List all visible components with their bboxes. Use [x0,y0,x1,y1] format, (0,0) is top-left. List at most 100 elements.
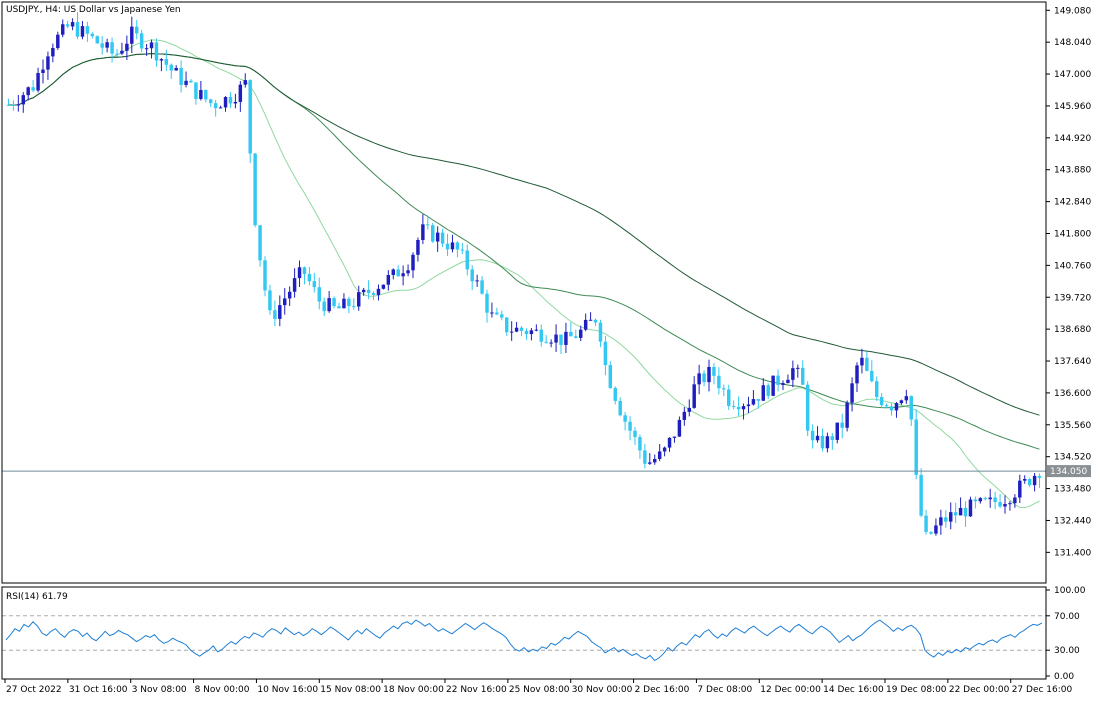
candle-body[interactable] [421,224,425,240]
candle-body[interactable] [638,437,642,451]
candle-body[interactable] [179,67,183,85]
candle-body[interactable] [934,525,938,534]
candle-body[interactable] [505,317,509,333]
candle-body[interactable] [623,415,627,422]
candle-body[interactable] [386,274,391,285]
candle-body[interactable] [347,298,351,307]
candle-body[interactable] [801,367,805,385]
candle-body[interactable] [598,322,603,342]
candle-body[interactable] [322,301,326,312]
candle-body[interactable] [416,239,420,255]
candle-body[interactable] [761,385,765,401]
candle-body[interactable] [440,232,445,244]
candle-body[interactable] [396,269,400,277]
candle-body[interactable] [149,42,154,49]
candle-body[interactable] [914,419,918,475]
candle-body[interactable] [677,419,682,437]
candle-body[interactable] [889,406,894,411]
candle-body[interactable] [209,99,213,104]
candle-body[interactable] [159,59,164,61]
candle-body[interactable] [909,396,913,420]
candle-body[interactable] [1027,478,1032,486]
candle-body[interactable] [756,399,761,401]
candle-body[interactable] [445,243,450,250]
candle-body[interactable] [31,87,35,91]
candle-body[interactable] [559,334,563,345]
candle-body[interactable] [258,225,262,261]
candle-body[interactable] [924,515,928,532]
candle-body[interactable] [110,42,114,54]
candle-body[interactable] [722,388,726,390]
candle-body[interactable] [11,104,16,106]
candle-body[interactable] [371,293,376,295]
candle-body[interactable] [46,56,50,70]
candle-body[interactable] [603,341,608,366]
candle-body[interactable] [998,502,1002,507]
candle-body[interactable] [919,474,923,516]
candle-body[interactable] [268,290,272,311]
candle-body[interactable] [218,107,223,109]
candle-body[interactable] [495,312,499,315]
candle-body[interactable] [248,80,252,154]
candle-body[interactable] [465,250,469,270]
candle-body[interactable] [949,512,953,522]
candle-body[interactable] [455,242,460,250]
candle-body[interactable] [115,53,119,55]
candle-body[interactable] [973,499,978,502]
candle-body[interactable] [1037,475,1042,478]
candle-body[interactable] [840,422,844,428]
candle-body[interactable] [643,450,647,464]
candle-body[interactable] [450,242,455,250]
candle-body[interactable] [431,225,435,242]
candle-body[interactable] [608,365,613,388]
candle-body[interactable] [500,314,504,318]
candle-body[interactable] [26,87,30,96]
candle-body[interactable] [287,291,292,299]
candle-body[interactable] [213,103,218,109]
candle-body[interactable] [95,36,99,44]
candle-body[interactable] [524,330,529,335]
candle-body[interactable] [199,90,203,99]
candle-body[interactable] [727,389,731,406]
candle-body[interactable] [865,357,869,371]
candle-body[interactable] [16,104,21,106]
candle-body[interactable] [337,306,341,309]
candle-body[interactable] [564,331,568,345]
candle-body[interactable] [480,280,484,294]
candle-body[interactable] [406,270,410,274]
candle-body[interactable] [169,64,173,71]
candle-body[interactable] [968,499,973,517]
candle-body[interactable] [633,430,637,438]
candle-body[interactable] [1032,475,1037,486]
candle-body[interactable] [485,293,489,313]
candle-body[interactable] [243,80,247,85]
candle-body[interactable] [1018,480,1022,498]
candle-body[interactable] [342,298,346,309]
candle-body[interactable] [1013,497,1017,504]
candle-body[interactable] [672,436,677,438]
candle-body[interactable] [939,517,943,526]
candle-body[interactable] [958,507,963,516]
candle-body[interactable] [944,517,948,522]
candle-body[interactable] [100,43,104,48]
candle-body[interactable] [766,385,770,396]
candle-body[interactable] [648,462,652,464]
candle-body[interactable] [657,451,662,459]
candle-body[interactable] [391,269,395,275]
candle-body[interactable] [593,319,598,323]
candle-body[interactable] [628,421,632,431]
candle-body[interactable] [174,67,178,71]
candle-body[interactable] [317,287,321,302]
candle-body[interactable] [712,367,716,376]
candle-body[interactable] [470,269,474,282]
candle-body[interactable] [682,411,687,420]
candle-body[interactable] [860,357,864,366]
candle-body[interactable] [781,383,785,385]
candle-body[interactable] [130,26,134,44]
price-panel[interactable] [2,12,1046,536]
candle-body[interactable] [569,331,573,337]
candle-body[interactable] [983,498,987,500]
candle-body[interactable] [154,42,159,61]
candle-body[interactable] [435,232,440,242]
candle-body[interactable] [731,405,736,407]
